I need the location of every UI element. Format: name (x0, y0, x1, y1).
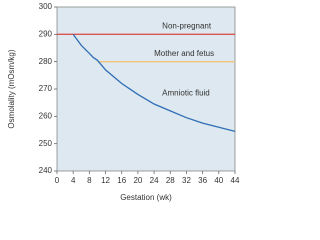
chart: Gestation (wk) Osmolality (mOsm/kg) 2402… (7, 2, 240, 202)
x-tick-label: 32 (182, 176, 191, 185)
y-tick-label: 280 (39, 57, 53, 66)
x-tick-label: 4 (71, 176, 76, 185)
x-tick-label: 44 (231, 176, 240, 185)
y-tick-label: 300 (39, 2, 53, 11)
series-label: Non-pregnant (162, 21, 212, 30)
line (72, 33, 236, 133)
y-tick-label: 240 (39, 166, 53, 175)
series-label: Amniotic fluid (162, 89, 210, 98)
x-tick-label: 12 (101, 176, 110, 185)
x-tick-label: 8 (87, 176, 92, 185)
x-tick-label: 36 (198, 176, 207, 185)
y-tick-label: 260 (39, 111, 53, 120)
y-tick-label: 250 (39, 139, 53, 148)
x-tick-label: 28 (166, 176, 175, 185)
x-tick-label: 20 (133, 176, 142, 185)
y-axis-label: Osmolality (mOsm/kg) (7, 49, 16, 128)
series-label: Mother and fetus (154, 49, 214, 58)
y-tick-label: 290 (39, 29, 53, 38)
y-tick-label: 270 (39, 84, 53, 93)
x-tick-label: 0 (55, 176, 60, 185)
x-tick-label: 40 (214, 176, 223, 185)
x-axis-label: Gestation (wk) (120, 193, 172, 202)
x-tick-label: 24 (150, 176, 159, 185)
x-tick-label: 16 (117, 176, 126, 185)
